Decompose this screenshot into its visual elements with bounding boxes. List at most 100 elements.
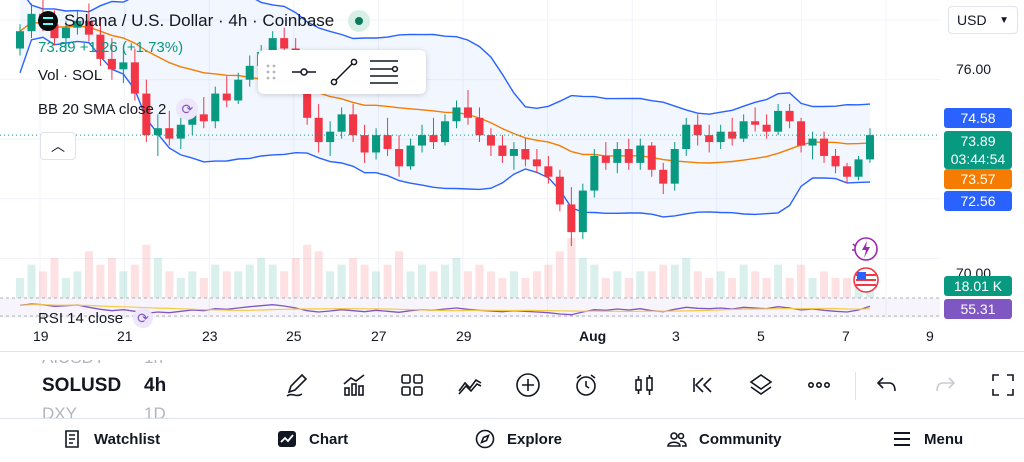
symbol-picker[interactable]: AIUSDT1h SOLUSD 4h DXY 1D: [42, 360, 182, 420]
candles-icon[interactable]: [627, 368, 661, 402]
layouts-icon[interactable]: [395, 368, 429, 402]
rsi-line: [19, 303, 871, 316]
candle-body: [843, 166, 852, 177]
nav-menu[interactable]: Menu: [892, 429, 963, 449]
time-axis-label: 23: [202, 328, 218, 344]
sync-icon[interactable]: ⟳: [133, 308, 154, 328]
volume-bar: [349, 258, 358, 298]
more-icon[interactable]: [802, 368, 836, 402]
compass-icon: [475, 429, 495, 449]
nav-label: Menu: [924, 430, 964, 448]
volume-legend[interactable]: Vol · SOL: [38, 67, 103, 84]
lightning-alert-icon[interactable]: [850, 236, 880, 264]
candle-body: [96, 34, 105, 59]
candle-body: [865, 135, 875, 160]
time-axis-label: 29: [456, 328, 472, 344]
volume-bar: [808, 278, 817, 298]
candle-body: [820, 138, 829, 156]
candle-body: [429, 135, 438, 143]
volume-bar: [372, 271, 381, 298]
undo-icon[interactable]: [870, 368, 904, 402]
price-chart[interactable]: [0, 0, 1024, 352]
volume-bar: [383, 264, 392, 298]
volume-bar: [291, 258, 300, 298]
candle-body: [383, 135, 392, 149]
layers-icon[interactable]: [744, 368, 778, 402]
chart-toolbar: AIUSDT1h SOLUSD 4h DXY 1D: [0, 360, 1024, 420]
replay-icon[interactable]: [686, 368, 720, 402]
candle-body: [15, 31, 25, 49]
rsi-legend-label: RSI 14 close: [38, 309, 124, 327]
volume-bar: [222, 271, 231, 298]
nav-chart[interactable]: Chart: [277, 429, 348, 449]
volume-bars: [15, 238, 875, 298]
divider: [0, 351, 1024, 352]
volume-bar: [268, 264, 277, 298]
time-axis-label: 5: [757, 328, 765, 344]
volume-bar: [211, 264, 220, 298]
add-icon[interactable]: [511, 368, 545, 402]
rsi-legend[interactable]: RSI 14 close ⟳: [38, 308, 154, 328]
time-axis-label: 27: [371, 328, 387, 344]
volume-bar: [326, 271, 335, 298]
symbol-row[interactable]: AIUSDT1h: [42, 360, 182, 372]
chart-legend-title[interactable]: Solana / U.S. Dollar · 4h · Coinbase: [38, 10, 371, 32]
fullscreen-icon[interactable]: [986, 368, 1020, 402]
countdown-value: 03:44:54: [950, 151, 1006, 167]
volume-bar: [314, 251, 323, 298]
rsi-pane: [0, 298, 940, 318]
nav-explore[interactable]: Explore: [475, 429, 562, 449]
volume-bar: [84, 251, 93, 298]
nav-watchlist[interactable]: Watchlist: [62, 429, 160, 449]
candle-body: [188, 114, 197, 125]
candle-body: [659, 169, 668, 184]
volume-bar: [647, 271, 656, 298]
volume-bar: [521, 278, 530, 298]
candle-body: [751, 121, 760, 125]
nav-label: Chart: [309, 430, 349, 448]
horizontal-line-tool-icon[interactable]: [284, 50, 324, 94]
candles: [15, 0, 875, 247]
candle-body: [107, 58, 116, 70]
pencil-icon[interactable]: [280, 368, 314, 402]
bollinger-legend[interactable]: BB 20 SMA close 2 ⟳: [38, 98, 199, 120]
drag-handle-icon[interactable]: [258, 50, 284, 94]
currency-select[interactable]: USD ▼: [948, 6, 1018, 34]
us-flag-icon[interactable]: [852, 266, 882, 294]
candle-body: [50, 24, 59, 39]
volume-bar: [636, 271, 645, 298]
market-status-icon[interactable]: [348, 10, 371, 32]
symbol-row-active[interactable]: SOLUSD 4h: [42, 372, 182, 400]
candle-body: [797, 121, 806, 146]
volume-bar: [797, 264, 806, 298]
volume-bar: [739, 264, 748, 298]
alarm-icon[interactable]: [569, 368, 603, 402]
time-axis-label: 7: [842, 328, 850, 344]
candle-body: [360, 135, 369, 153]
trend-line-tool-icon[interactable]: [324, 50, 364, 94]
candle-body: [234, 79, 243, 101]
rsi-tag: 55.31: [944, 299, 1012, 319]
symbol-row[interactable]: DXY 1D: [42, 400, 182, 420]
collapse-legend-button[interactable]: ︿: [40, 132, 76, 160]
solana-logo-icon: [38, 11, 58, 31]
indicators-icon[interactable]: [337, 368, 371, 402]
volume-bar: [613, 271, 622, 298]
fib-tool-icon[interactable]: [364, 50, 404, 94]
candle-body: [27, 13, 36, 32]
volume-bar: [624, 278, 633, 298]
candle-body: [418, 135, 427, 146]
upper-band-tag: 74.58: [944, 108, 1012, 128]
rsi-ma-line: [19, 304, 871, 313]
volume-bar: [590, 264, 599, 298]
nav-community[interactable]: Community: [667, 429, 782, 449]
candle-body: [314, 117, 323, 143]
volume-bar: [303, 244, 312, 298]
sync-icon[interactable]: ⟳: [176, 98, 199, 120]
volume-bar: [176, 278, 185, 298]
candle-body: [509, 149, 518, 156]
redo-icon[interactable]: [928, 368, 962, 402]
chart-icon: [278, 431, 296, 447]
candle-body: [590, 155, 599, 191]
compare-icon[interactable]: [453, 368, 487, 402]
